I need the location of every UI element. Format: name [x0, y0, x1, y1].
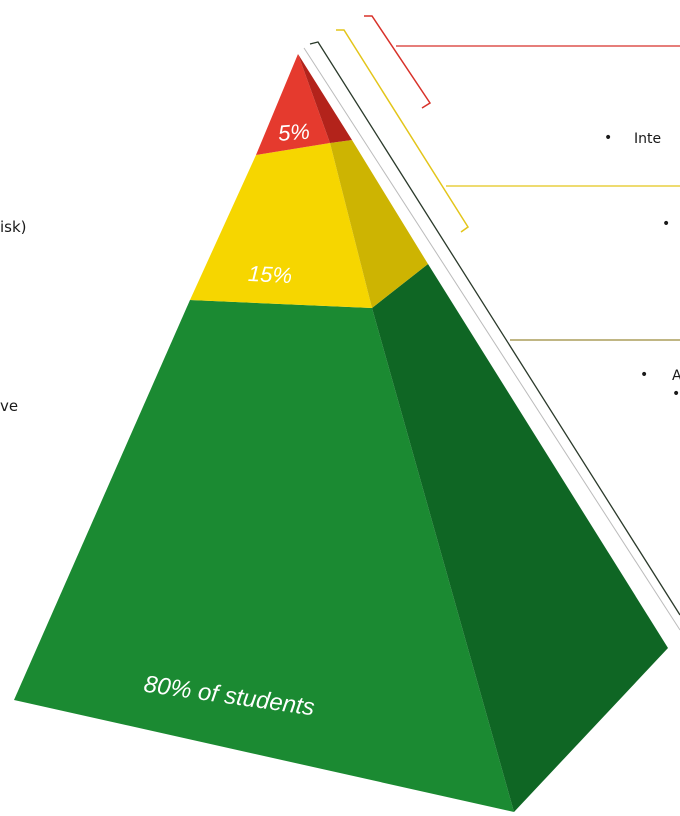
dark-bracket	[309, 41, 680, 616]
left-text-line-1: isk)	[0, 218, 27, 236]
middle-tier-front-face	[190, 143, 372, 308]
red-bracket	[364, 15, 432, 109]
middle-tier-side-face	[330, 140, 428, 308]
top-bullet-label: Inte	[634, 131, 662, 147]
middle-tier-label: 15%	[247, 261, 292, 288]
middle-bullet-dot: •	[662, 216, 671, 232]
bottom-bullet-label: A	[672, 368, 680, 384]
yellow-bracket	[336, 29, 470, 233]
top-tier-front-face	[256, 54, 330, 155]
top-tier-label: 5%	[277, 119, 310, 146]
top-bullet-dot: •	[604, 130, 613, 146]
base-tier-front-face	[14, 300, 514, 812]
top-tier-side-face	[298, 54, 352, 143]
left-text-line-2: ve	[0, 397, 19, 415]
bottom-bullet-dot: •	[640, 367, 649, 383]
base-tier-side-face	[372, 264, 668, 812]
white-edge-line	[303, 47, 680, 631]
bottom-sub-bullet-dot: •	[672, 386, 680, 402]
